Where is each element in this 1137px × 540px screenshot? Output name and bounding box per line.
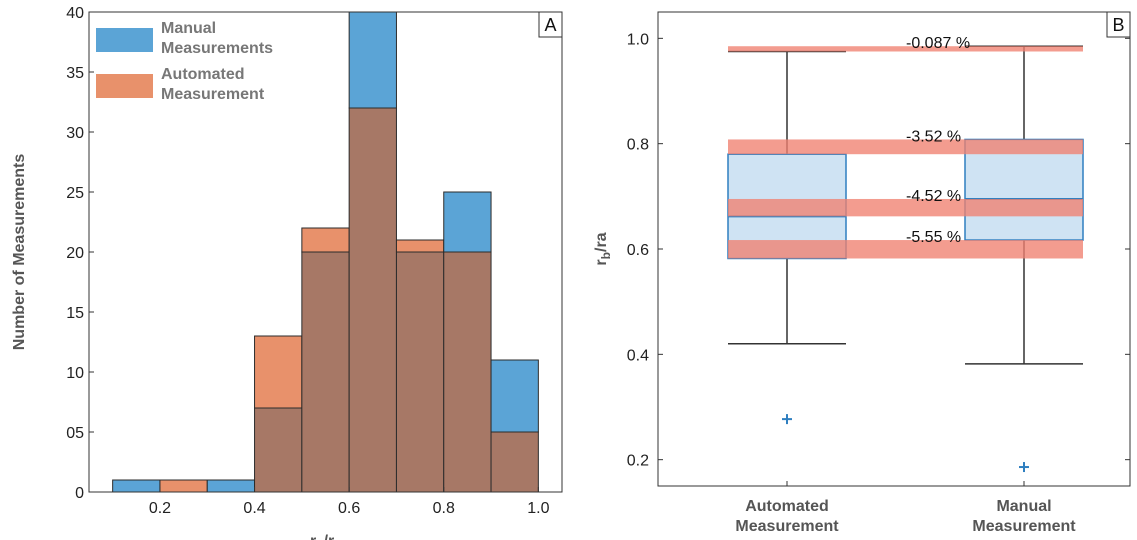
x-tick-label: 0.2 (149, 500, 171, 517)
difference-band (728, 240, 1083, 259)
panel-label: A (544, 15, 556, 35)
panel-a: 0 05 10 15 20 25 30 35 40 0.2 0.4 0.6 0.8 1.0 Number o… (11, 5, 563, 540)
difference-label: -0.087 % (906, 35, 970, 52)
legend-label: Manual (161, 20, 216, 37)
y-tick-label: 0.6 (627, 242, 649, 259)
x-axis-title: rb/ra (310, 533, 341, 540)
legend-label: Measurement (161, 86, 265, 103)
y-tick-label: 25 (66, 185, 84, 202)
x-tick-label: 1.0 (527, 500, 549, 517)
y-axis-title-sub: b (599, 252, 613, 259)
y-tick-label: 1.0 (627, 31, 649, 48)
manual-bar (490, 359, 539, 433)
y-tick-label: 30 (66, 125, 84, 142)
difference-label: -4.52 % (906, 188, 961, 205)
panel-label-box (1106, 11, 1131, 38)
y-axis-title: Number of Measurements (11, 154, 28, 351)
automated-bar (395, 239, 445, 253)
overlap-bar (443, 251, 492, 493)
overlap-bar (301, 251, 350, 493)
y-tick-label: 0.2 (627, 453, 649, 470)
y-tick-label: 0.8 (627, 137, 649, 154)
x-axis-title-part: /r (324, 533, 335, 540)
overlap-bar (395, 251, 445, 493)
legend-label: Measurements (161, 40, 273, 57)
difference-band (728, 139, 1083, 155)
y-tick-label: 0 (75, 485, 84, 502)
manual-bar (206, 479, 256, 493)
y-axis-title-part: /ra (593, 232, 610, 252)
y-tick-label: 20 (66, 245, 84, 262)
manual-bar (348, 11, 397, 109)
x-tick-label: 0.4 (243, 500, 265, 517)
automated-bar (159, 479, 208, 493)
panel-label: B (1112, 15, 1124, 35)
overlap-bar (348, 107, 397, 493)
manual-bar (443, 191, 492, 253)
manual-bar (112, 479, 161, 493)
legend-swatch (96, 74, 153, 98)
automated-bar (301, 227, 350, 253)
y-tick-label: 15 (66, 305, 84, 322)
automated-bar (254, 335, 303, 409)
difference-band (728, 46, 1083, 52)
x-tick-label: 0.6 (338, 500, 360, 517)
category-label: Measurement (735, 518, 839, 535)
y-tick-label: 35 (66, 65, 84, 82)
y-tick-label: 0.4 (627, 347, 649, 364)
panel-b: -0.087 % -3.52 % -4.52 % -5.55 % 0.2 0.4 0.6 0.… (593, 11, 1131, 535)
x-tick-label: 0.8 (433, 500, 455, 517)
y-tick-label: 05 (66, 425, 84, 442)
box (964, 138, 1084, 241)
difference-label: -3.52 % (906, 128, 961, 145)
y-tick-label: 40 (66, 5, 84, 22)
panel-label-box (538, 11, 563, 38)
overlap-bar (254, 407, 303, 493)
category-label: Automated (745, 498, 829, 515)
category-label: Manual (996, 498, 1051, 515)
y-tick-label: 10 (66, 365, 84, 382)
category-label: Measurement (972, 518, 1076, 535)
legend-swatch (96, 28, 153, 52)
difference-band (728, 198, 1083, 217)
legend-label: Automated (161, 66, 245, 83)
overlap-bar (490, 431, 539, 493)
y-axis-title: rb/ra (593, 232, 613, 265)
difference-label: -5.55 % (906, 229, 961, 246)
